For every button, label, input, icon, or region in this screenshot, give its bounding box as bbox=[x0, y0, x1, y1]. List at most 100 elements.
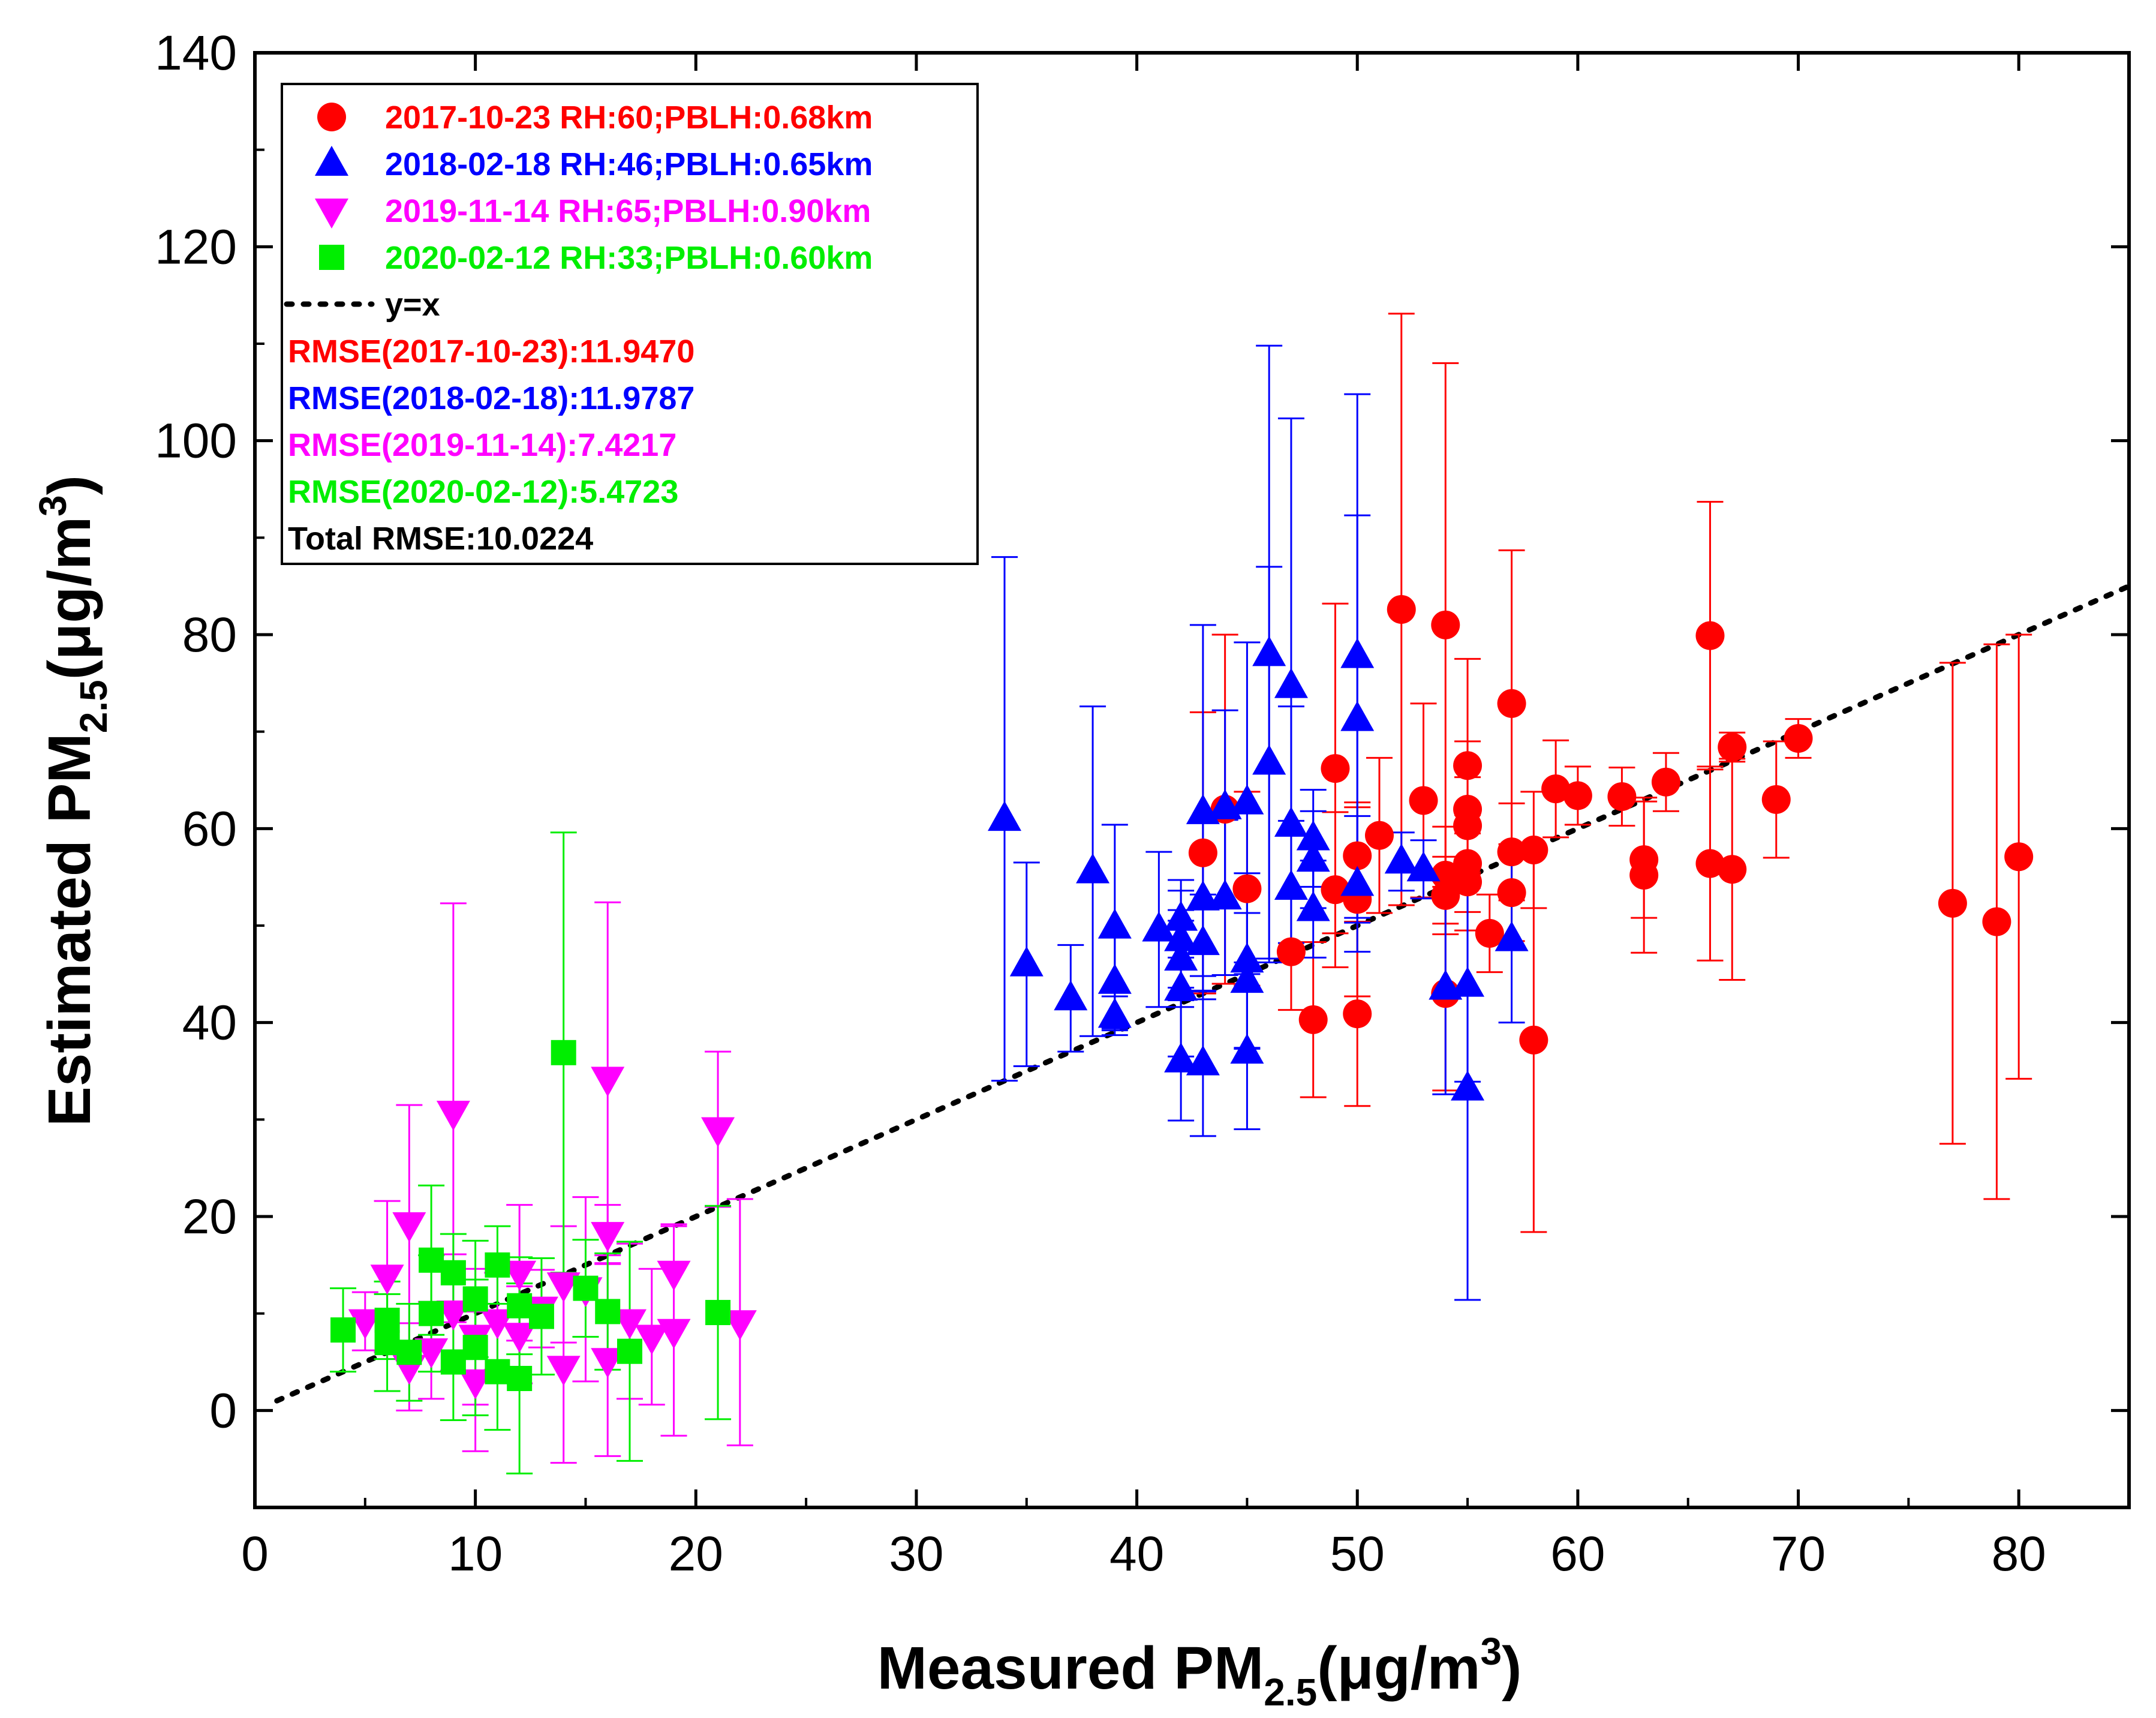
data-point bbox=[1938, 888, 1967, 918]
data-point bbox=[1340, 866, 1375, 896]
x-axis-title-subscript: 2.5 bbox=[1264, 1671, 1317, 1714]
y-tick-label: 60 bbox=[182, 801, 237, 856]
data-point bbox=[1784, 723, 1813, 753]
data-point bbox=[1519, 1025, 1548, 1055]
data-point bbox=[635, 1324, 669, 1355]
data-point bbox=[1340, 701, 1375, 731]
y-tick-label: 20 bbox=[182, 1190, 237, 1244]
data-point bbox=[330, 1317, 356, 1343]
data-point bbox=[440, 1349, 466, 1375]
data-point bbox=[1296, 891, 1330, 921]
data-point bbox=[1097, 908, 1132, 939]
data-point bbox=[370, 1265, 404, 1295]
data-point bbox=[1076, 853, 1110, 884]
data-point bbox=[1340, 638, 1375, 668]
data-point bbox=[1097, 998, 1132, 1028]
x-tick-label: 0 bbox=[241, 1527, 269, 1581]
legend: 2017-10-23 RH:60;PBLH:0.68km 2018-02-18 R… bbox=[281, 83, 979, 565]
data-point bbox=[1453, 867, 1483, 897]
data-point bbox=[1541, 774, 1571, 804]
data-point bbox=[374, 1307, 400, 1333]
series-markers-4 bbox=[330, 1040, 731, 1391]
data-point bbox=[1651, 767, 1680, 797]
data-point bbox=[657, 1260, 691, 1291]
legend-label: y=x bbox=[385, 287, 440, 323]
data-point bbox=[1761, 785, 1791, 814]
x-tick-label: 20 bbox=[669, 1527, 723, 1581]
data-point bbox=[436, 1300, 470, 1331]
legend-marker bbox=[319, 245, 344, 270]
data-point bbox=[528, 1303, 554, 1329]
y-tick-label: 140 bbox=[155, 26, 237, 80]
data-point bbox=[1252, 636, 1286, 666]
y-tick-label: 120 bbox=[155, 220, 237, 274]
legend-stat: Total RMSE:10.0224 bbox=[288, 521, 593, 557]
data-point bbox=[1274, 869, 1308, 900]
data-point bbox=[1298, 1005, 1328, 1034]
data-point bbox=[1232, 874, 1262, 903]
data-point bbox=[503, 1260, 537, 1291]
data-point bbox=[1230, 963, 1264, 993]
data-point bbox=[546, 1356, 581, 1386]
legend-stats: RMSE(2017-10-23):11.9470 RMSE(2018-02-18)… bbox=[288, 334, 694, 557]
data-point bbox=[1497, 689, 1526, 718]
data-point bbox=[1495, 921, 1529, 951]
data-point bbox=[348, 1309, 382, 1339]
legend-label: 2020-02-12 RH:33;PBLH:0.60km bbox=[385, 240, 873, 276]
data-point bbox=[705, 1300, 731, 1326]
data-point bbox=[1497, 837, 1526, 867]
data-point bbox=[1431, 860, 1460, 890]
axis-ticks: 0 10 20 30 40 50 60 70 80 0 20 40 60 80 100 120 140 bbox=[155, 26, 2129, 1581]
data-point bbox=[1296, 842, 1330, 872]
data-point bbox=[419, 1300, 444, 1326]
data-point bbox=[1230, 1034, 1264, 1064]
data-point bbox=[1563, 781, 1592, 810]
data-point bbox=[1519, 835, 1548, 864]
data-point bbox=[507, 1365, 533, 1391]
data-point bbox=[1409, 786, 1438, 815]
data-point bbox=[591, 1348, 625, 1378]
data-point bbox=[613, 1309, 647, 1339]
data-point bbox=[1451, 1070, 1485, 1101]
data-point bbox=[1274, 668, 1308, 698]
data-point bbox=[595, 1299, 621, 1324]
data-point bbox=[436, 1101, 470, 1131]
data-point bbox=[1343, 999, 1372, 1029]
data-point bbox=[1276, 937, 1306, 966]
data-point bbox=[1321, 875, 1350, 905]
data-point bbox=[591, 1067, 625, 1097]
data-point bbox=[1208, 879, 1242, 910]
data-point bbox=[2004, 842, 2034, 872]
x-axis-title: Measured PM2.5(μg/m3) bbox=[877, 1630, 1522, 1714]
data-point bbox=[1431, 881, 1460, 910]
data-point bbox=[1186, 880, 1220, 911]
data-point bbox=[1387, 594, 1416, 624]
data-point bbox=[1431, 610, 1460, 639]
data-point bbox=[1230, 942, 1264, 973]
x-axis-title-unit: (μg/m bbox=[1317, 1635, 1480, 1702]
legend-marker bbox=[317, 103, 346, 131]
data-point bbox=[1164, 940, 1198, 971]
data-point bbox=[1453, 751, 1483, 780]
data-point bbox=[723, 1310, 757, 1341]
legend-marker bbox=[315, 146, 348, 176]
y-axis-title: Estimated PM2.5(μg/m3) bbox=[31, 475, 115, 1127]
data-point bbox=[1164, 971, 1198, 1001]
x-tick-label: 50 bbox=[1330, 1527, 1385, 1581]
data-point bbox=[396, 1339, 422, 1365]
x-tick-label: 60 bbox=[1550, 1527, 1605, 1581]
y-axis-title-subscript: 2.5 bbox=[72, 680, 115, 733]
series-markers-1 bbox=[1188, 594, 2034, 1055]
data-point bbox=[458, 1369, 492, 1399]
data-point bbox=[551, 1040, 576, 1065]
x-axis-title-superscript: 3 bbox=[1480, 1630, 1502, 1673]
data-point bbox=[1718, 732, 1747, 762]
data-point bbox=[1497, 878, 1526, 908]
data-point bbox=[657, 1318, 691, 1349]
data-point bbox=[1142, 911, 1176, 942]
data-point bbox=[1451, 966, 1485, 997]
plot-frame bbox=[253, 51, 2131, 1509]
data-point bbox=[1384, 843, 1418, 874]
data-point bbox=[1186, 925, 1220, 956]
x-tick-label: 30 bbox=[889, 1527, 943, 1581]
